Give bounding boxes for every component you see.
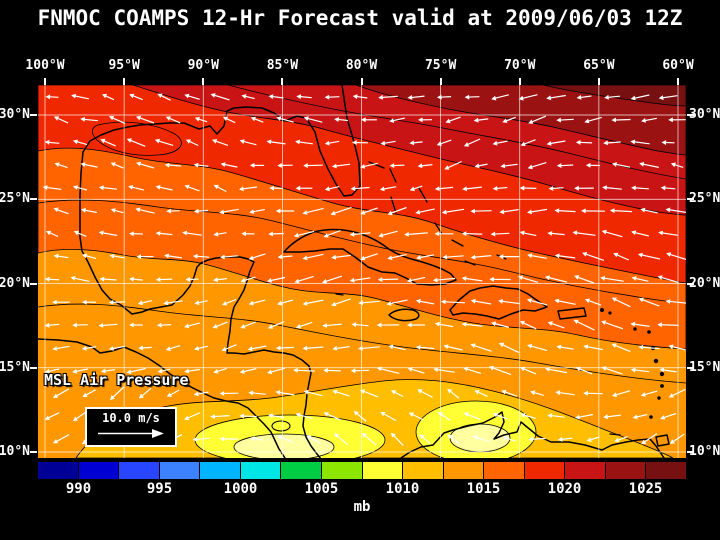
wind-arrows-layer <box>42 93 686 446</box>
colorbar-segment <box>321 462 363 479</box>
lat-label: 30°N <box>0 107 30 122</box>
lat-tick <box>687 451 694 453</box>
pressure-map: MSL Air Pressure 10.0 m/s <box>38 85 686 458</box>
lon-label: 95°W <box>108 58 140 73</box>
lon-tick <box>202 78 205 85</box>
colorbar-tick-label: 1000 <box>223 481 258 497</box>
lat-tick <box>687 366 694 369</box>
colorbar-segment <box>565 462 606 479</box>
lat-label: 25°N <box>689 191 720 207</box>
latlon-grid-layer <box>38 85 686 458</box>
lat-tick <box>30 114 37 116</box>
lat-label: 10°N <box>689 444 720 459</box>
lon-tick <box>360 78 363 85</box>
latitude-ticks-right <box>687 85 694 458</box>
lat-label: 15°N <box>689 359 720 375</box>
colorbar-tick-labels: 990 995 1000 1005 1010 1015 1020 1025 <box>38 481 686 497</box>
wind-legend-arrow-icon <box>98 429 164 438</box>
colorbar-segment <box>605 462 647 479</box>
latitude-axis-right: 30°N 25°N 20°N 15°N 10°N <box>688 85 720 459</box>
lat-tick <box>30 198 37 201</box>
colorbar-tick-label: 1010 <box>385 481 420 497</box>
lon-tick <box>281 78 284 85</box>
lat-label: 25°N <box>0 191 30 207</box>
latitude-ticks-left <box>30 85 37 458</box>
lake-nicaragua <box>271 420 291 432</box>
island-trinidad <box>655 434 670 447</box>
colorbar-segment <box>362 462 404 479</box>
lon-tick <box>123 78 126 85</box>
colorbar-tick-label: 990 <box>65 481 92 497</box>
page-title: FNMOC COAMPS 12-Hr Forecast valid at 200… <box>37 6 683 30</box>
colorbar-segment <box>78 462 120 479</box>
island-puerto-rico <box>557 307 587 320</box>
colorbar-segment <box>119 462 160 479</box>
colorbar-tick-label: 1005 <box>304 481 339 497</box>
lon-tick <box>518 78 521 85</box>
longitude-axis: 100°W 95°W 90°W 85°W 80°W 75°W 70°W 65°W 60°W <box>25 58 694 85</box>
island-jamaica <box>388 308 420 322</box>
contour-line <box>38 303 686 384</box>
colorbar-segment <box>200 462 241 479</box>
wind-legend-box: 10.0 m/s <box>85 407 177 447</box>
lon-label: 75°W <box>424 58 457 73</box>
colorbar-unit: mb <box>353 499 371 515</box>
lat-tick <box>30 282 37 285</box>
colorbar-tick-label: 1015 <box>466 481 501 497</box>
islands-bahamas <box>335 161 621 436</box>
island-hispaniola <box>449 285 548 320</box>
pressure-colorbar <box>38 462 686 479</box>
lon-label: 70°W <box>504 58 536 73</box>
lat-tick <box>687 198 694 201</box>
colorbar-segment <box>159 462 201 479</box>
wind-legend-label: 10.0 m/s <box>102 411 160 425</box>
contour-line <box>227 85 686 180</box>
lat-tick <box>30 451 37 453</box>
coastline-pacific <box>38 338 286 458</box>
lat-label: 30°N <box>689 107 720 122</box>
lat-label: 10°N <box>0 444 30 459</box>
lon-label: 60°W <box>662 58 694 73</box>
lon-tick <box>439 78 442 85</box>
colorbar-segment <box>524 462 566 479</box>
pressure-band-1025 <box>542 85 686 107</box>
lat-label: 15°N <box>0 359 30 375</box>
lon-tick <box>677 78 679 85</box>
colorbar-tick-label: 995 <box>146 481 173 497</box>
pressure-map-svg <box>38 85 686 458</box>
colorbar-tick-label: 1025 <box>628 481 663 497</box>
pressure-band-1022 <box>355 85 686 156</box>
pressure-fill-layer <box>38 85 686 458</box>
colorbar-segment <box>403 462 444 479</box>
latitude-axis-left: 30°N 25°N 20°N 15°N 10°N <box>0 85 33 459</box>
contour-line <box>92 121 182 156</box>
pressure-core-low-a <box>233 433 335 458</box>
colorbar-segment <box>484 462 525 479</box>
lat-label: 20°N <box>0 275 30 291</box>
lat-tick <box>687 114 694 116</box>
coastline-layer <box>38 85 670 458</box>
lon-tick <box>597 78 600 85</box>
lat-label: 20°N <box>689 275 720 291</box>
coastline-gulf-centralamerica <box>79 85 361 458</box>
colorbar-segment <box>38 462 79 479</box>
colorbar-segment <box>240 462 282 479</box>
coastline-south-america <box>400 411 665 458</box>
colorbar-segment <box>443 462 485 479</box>
colorbar-segment <box>646 462 686 479</box>
lon-label: 85°W <box>266 58 299 73</box>
lat-tick <box>30 366 37 369</box>
lon-label: 90°W <box>187 58 219 73</box>
lon-tick <box>44 78 46 85</box>
lon-label: 65°W <box>583 58 615 73</box>
colorbar-tick-label: 1020 <box>547 481 582 497</box>
lon-label: 80°W <box>345 58 378 73</box>
islands-lesser-antilles <box>600 308 665 419</box>
lat-tick <box>687 282 694 285</box>
field-label: MSL Air Pressure <box>44 371 189 389</box>
lon-label: 100°W <box>25 58 65 73</box>
colorbar-segment <box>281 462 322 479</box>
